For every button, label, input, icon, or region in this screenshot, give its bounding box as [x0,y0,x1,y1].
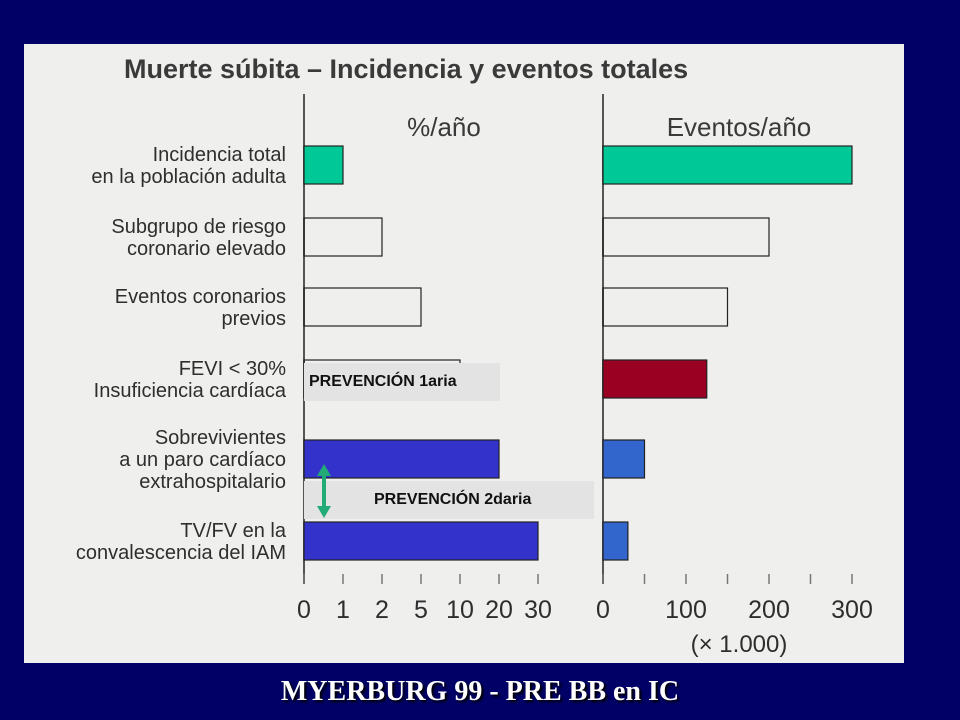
row-label: TV/FV en la [180,520,286,542]
tick-label-percent: 30 [524,596,552,624]
bar-percent [303,145,344,185]
bar-percent [303,287,422,327]
slide-footer: MYERBURG 99 - PRE BB en IC [280,676,680,707]
tick-labels: 0 1 2 5 10 20 30 0 100 200 300 [297,596,873,624]
row-label: Insuficiencia cardíaca [94,380,287,402]
row-label: previos [222,308,286,330]
row-label: convalescencia del IAM [76,542,286,564]
tick-label-events: 300 [831,596,873,624]
tick-label-events: 0 [596,596,610,624]
tick-label-percent: 5 [414,596,428,624]
annotation-box-secondary [304,481,594,519]
row-label: Eventos coronarios [115,286,286,308]
tick-label-percent: 2 [375,596,389,624]
bar-events [602,359,708,399]
chart-panel: Muerte súbita – Incidencia y eventos tot… [24,44,904,663]
axis-unit-note: (× 1.000) [691,631,788,658]
bar-percent [303,521,539,561]
panel-heading-events: Eventos/año [667,112,812,142]
row-label: FEVI < 30% [179,358,286,380]
tick-label-events: 200 [748,596,790,624]
double-arrow-head-up [317,464,331,476]
tick-label-events: 100 [665,596,707,624]
chart-title: Muerte súbita – Incidencia y eventos tot… [124,54,688,84]
bar-percent [303,217,383,257]
tick-label-percent: 0 [297,596,311,624]
bar-events [602,521,629,561]
annotations-layer: PREVENCIÓN 1aria PREVENCIÓN 2daria [304,363,594,519]
double-arrow-head-down [317,506,331,518]
bar-events [602,287,729,327]
chart-svg: Muerte súbita – Incidencia y eventos tot… [76,54,873,658]
bar-events [602,439,646,479]
bar-events [602,145,853,185]
bar-events [602,217,770,257]
row-label: Incidencia total [153,144,286,166]
row-label: en la población adulta [91,166,286,188]
row-label: a un paro cardíaco [119,449,286,471]
bar-percent [303,439,500,479]
row-label: coronario elevado [127,238,286,260]
tick-label-percent: 20 [485,596,513,624]
bars-layer [303,145,853,561]
panel-heading-percent: %/año [407,112,481,142]
row-label: Sobrevivientes [155,427,286,449]
annotation-box-primary [304,363,500,401]
annotation-primary-prevention: PREVENCIÓN 1aria [309,371,457,390]
tick-label-percent: 1 [336,596,350,624]
row-label: Subgrupo de riesgo [111,216,286,238]
tick-label-percent: 10 [446,596,474,624]
annotation-secondary-prevention: PREVENCIÓN 2daria [374,489,531,508]
row-label: extrahospitalario [139,471,286,493]
